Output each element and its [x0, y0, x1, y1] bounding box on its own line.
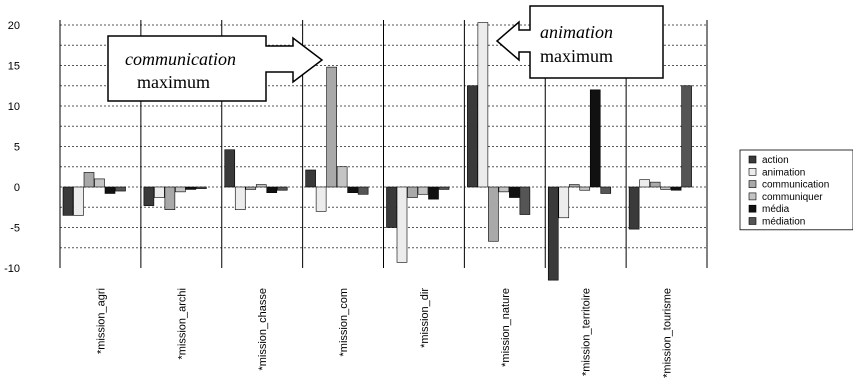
- bar-médiation: [276, 186, 288, 191]
- bar-animation: [154, 186, 165, 198]
- y-tick-label: 15: [8, 61, 20, 73]
- legend-label-communiquer: communiquer: [762, 192, 823, 203]
- x-tick-label: *mission_archi: [176, 288, 188, 360]
- bar-communication: [568, 184, 580, 188]
- bar-médiation: [681, 85, 692, 188]
- bar-action: [143, 186, 155, 206]
- x-tick-label: *mission_chasse: [257, 288, 269, 371]
- y-tick-label: 10: [8, 101, 20, 113]
- x-axis-labels: *mission_agri *mission_archi *mission_chas…: [95, 288, 673, 378]
- legend-swatch-médiation: [748, 217, 757, 225]
- bar-média: [670, 186, 682, 191]
- bar-médiation: [519, 186, 531, 215]
- bar-action: [547, 186, 559, 281]
- bar-animation: [234, 186, 246, 210]
- bar-communication: [407, 186, 418, 198]
- bar-médiation: [357, 186, 369, 195]
- bars: [62, 22, 692, 281]
- bar-communiquer: [579, 186, 591, 191]
- bar-média: [589, 89, 601, 188]
- callout-arrow-right: [107, 35, 324, 102]
- y-axis: -10 -5 0 5 10 15 20: [4, 20, 20, 275]
- x-tick-label: *mission_nature: [500, 288, 512, 367]
- bar-communiquer: [175, 186, 186, 193]
- bar-communiquer: [417, 186, 429, 195]
- bar-action: [305, 169, 316, 188]
- legend-swatch-action: [748, 155, 757, 164]
- callout-communication-line2: maximum: [137, 72, 210, 92]
- bar-communication: [83, 172, 95, 188]
- bar-communication: [488, 186, 499, 242]
- bar-animation: [73, 186, 84, 216]
- x-tick-label: *mission_com: [338, 288, 350, 356]
- y-tick-label: 0: [14, 182, 20, 194]
- bar-communiquer: [660, 186, 671, 190]
- bar-animation: [558, 186, 570, 219]
- callout-arrow-left: [495, 5, 664, 79]
- legend-label-animation: animation: [762, 167, 805, 178]
- bar-action: [386, 186, 397, 228]
- communication-callout: communication maximum: [107, 35, 324, 102]
- bar-communication: [326, 66, 337, 188]
- bar-action: [467, 85, 478, 188]
- bar-communication: [649, 181, 661, 188]
- bar-communiquer: [94, 178, 105, 188]
- bar-médiation: [115, 186, 126, 192]
- bar-communication: [245, 186, 257, 190]
- bar-action: [224, 149, 236, 188]
- legend-label-action: action: [762, 155, 789, 166]
- legend-label-médiation: médiation: [762, 217, 805, 228]
- x-tick-label: *mission_dir: [419, 288, 431, 348]
- bar-média: [428, 186, 439, 200]
- legend-swatch-animation: [748, 168, 757, 176]
- bar-communiquer: [498, 186, 510, 193]
- bar-médiation: [600, 186, 612, 194]
- bar-média: [347, 186, 358, 193]
- legend-label-communication: communication: [762, 180, 829, 191]
- bar-animation: [639, 179, 650, 188]
- bar-médiation: [438, 186, 450, 190]
- legend-swatch-communication: [748, 180, 757, 188]
- bar-action: [62, 186, 74, 216]
- legend-label-média: média: [762, 204, 790, 215]
- legend-swatch-communiquer: [748, 192, 757, 201]
- callout-animation-line2: maximum: [540, 46, 613, 66]
- legend: actionanimationcommunicationcommuniquerm…: [739, 149, 853, 231]
- y-tick-label: 20: [8, 20, 20, 32]
- bar-média: [185, 186, 197, 190]
- y-tick-label: -5: [10, 223, 20, 235]
- legend-swatch-média: [748, 204, 757, 213]
- x-tick-label: *mission_tourisme: [662, 288, 674, 378]
- x-tick-label: *mission_agri: [95, 288, 107, 354]
- legend-box: [739, 149, 853, 231]
- callout-animation-line1: animation: [540, 22, 613, 42]
- bar-action: [628, 186, 640, 230]
- x-tick-label: *mission_territoire: [581, 288, 593, 376]
- bar-communication: [164, 186, 176, 210]
- bar-communiquer: [336, 166, 348, 188]
- bar-animation: [396, 186, 408, 263]
- bar-animation: [477, 22, 489, 188]
- bar-médiation: [196, 186, 207, 189]
- bar-média: [104, 186, 116, 194]
- bar-média: [266, 186, 278, 193]
- callout-communication-line1: communication: [125, 49, 236, 69]
- animation-callout: animation maximum: [495, 5, 664, 79]
- y-tick-label: 5: [14, 142, 20, 154]
- bar-animation: [315, 186, 327, 212]
- bar-média: [509, 186, 520, 198]
- y-tick-label: -10: [4, 263, 20, 275]
- bar-communiquer: [255, 184, 267, 188]
